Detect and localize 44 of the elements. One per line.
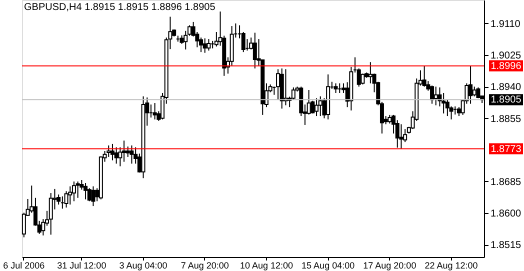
candlestick [76, 181, 80, 198]
candlestick [91, 186, 96, 207]
ref-line-label: 1.8773 [490, 144, 522, 155]
x-tick-label: 31 Jul 12:00 [57, 260, 106, 270]
y-tick-label: 1.9110 [490, 18, 521, 30]
candlestick [84, 182, 88, 200]
candlestick [472, 86, 476, 97]
x-tick-label: 3 Aug 04:00 [119, 260, 168, 270]
y-tick-label: 1.9025 [490, 50, 522, 62]
candlestick [206, 38, 211, 52]
x-tick-label: 7 Aug 20:00 [180, 260, 229, 270]
candlestick [399, 124, 404, 150]
candlestick [122, 140, 126, 162]
candlestick [72, 181, 76, 202]
candlestick [422, 65, 426, 88]
candlestick [22, 212, 26, 238]
y-tick-label: 1.8940 [490, 82, 522, 94]
candlestick [64, 190, 68, 208]
candlestick [68, 186, 72, 206]
candlestick [48, 192, 53, 236]
y-tick-label: 1.8515 [490, 240, 522, 252]
x-tick-label: 22 Aug 12:00 [424, 260, 478, 270]
candlestick [202, 38, 207, 54]
x-tick-label: 10 Aug 12:00 [240, 260, 294, 270]
candlestick [314, 98, 319, 117]
y-tick-label: 1.8600 [490, 208, 522, 220]
x-tick-label: 6 Jul 2006 [3, 260, 45, 270]
candlestick [430, 85, 434, 104]
candlestick [318, 96, 322, 117]
candlestick [360, 73, 365, 85]
candlestick [468, 65, 473, 104]
candlestick [334, 82, 338, 94]
chart-title: GBPUSD,H4 1.8915 1.8915 1.8896 1.8905 [24, 2, 216, 13]
ref-line-label: 1.8905 [490, 94, 522, 106]
candlestick [368, 62, 372, 84]
x-tick-label: 17 Aug 20:00 [363, 260, 416, 270]
y-tick-label: 1.8685 [490, 177, 522, 188]
candlestick [152, 102, 157, 120]
candlestick [110, 143, 114, 161]
candlestick [252, 32, 257, 69]
candlestick [130, 144, 134, 164]
y-tick-label: 1.8855 [490, 114, 522, 125]
x-tick-label: 15 Aug 04:00 [302, 260, 355, 270]
ref-line-label: 1.8996 [490, 60, 522, 72]
